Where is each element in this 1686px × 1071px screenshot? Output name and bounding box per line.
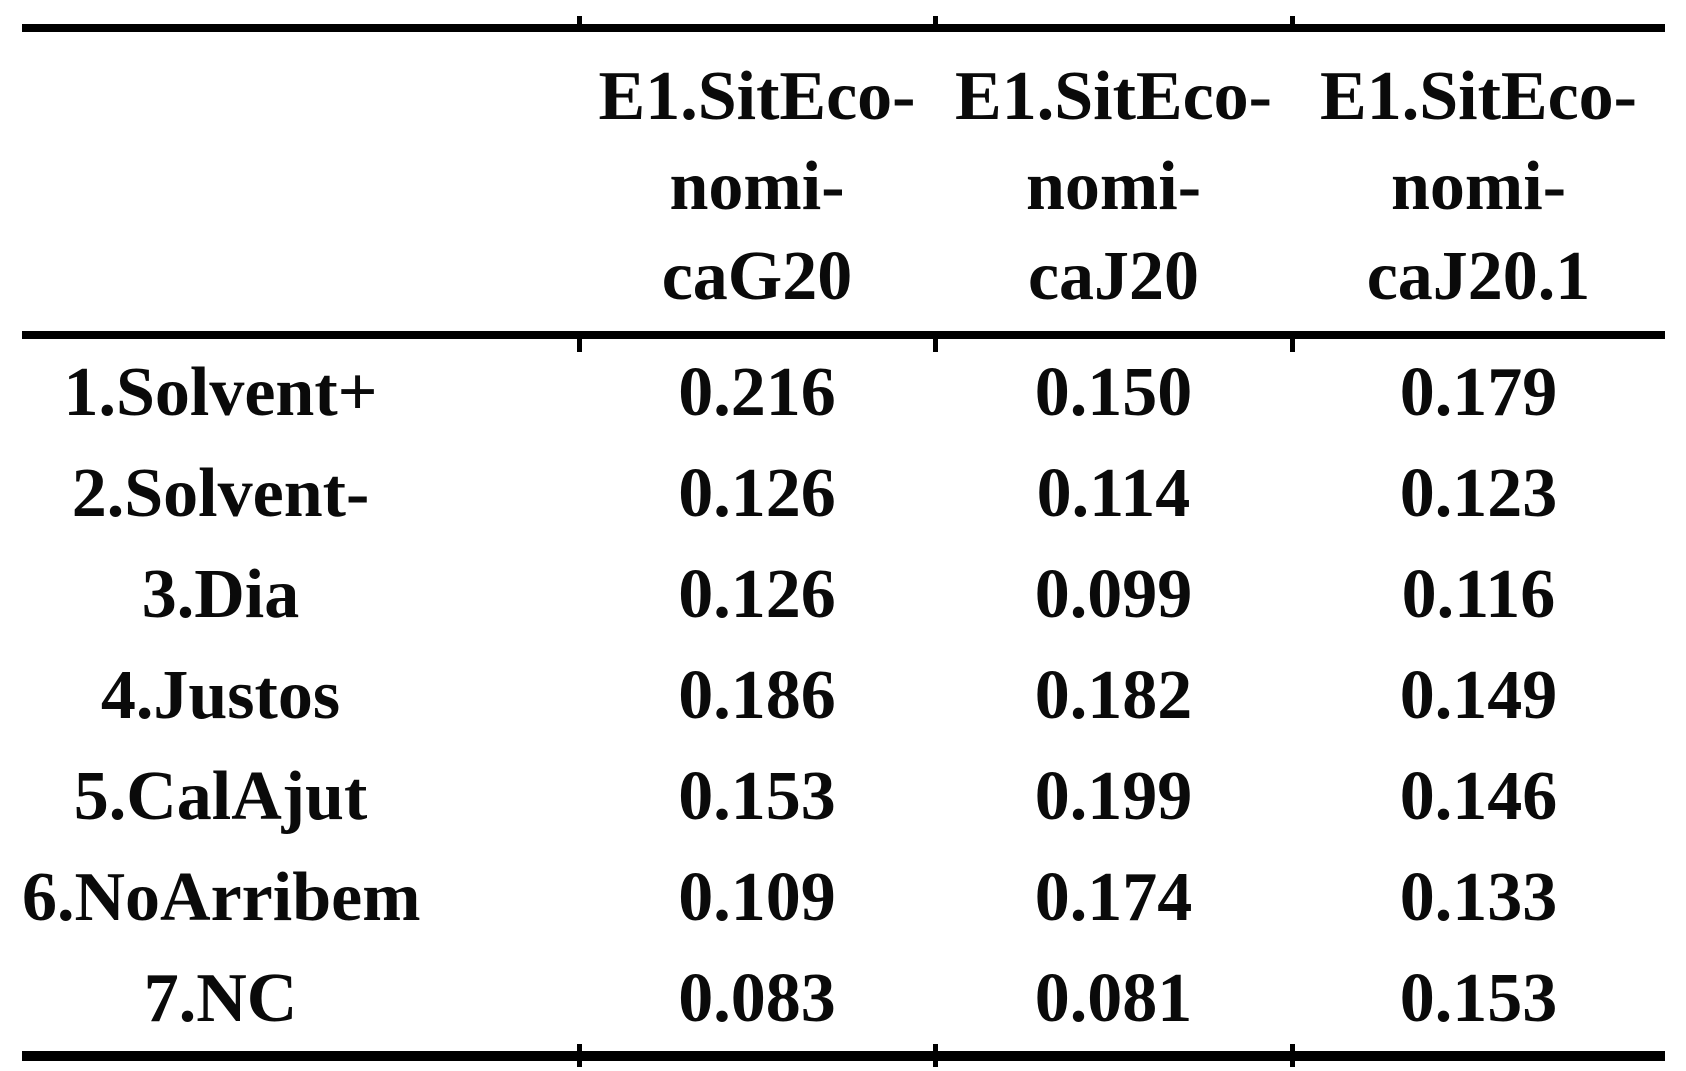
column-header-caJ20-1: E1.SitEco- nomi- caJ20.1 (1292, 32, 1665, 342)
table-row: 4.Justos 0.186 0.182 0.149 (22, 645, 1665, 746)
header-rule (22, 331, 1665, 339)
corner-cell (22, 32, 579, 342)
table-row: 5.CalAjut 0.153 0.199 0.146 (22, 746, 1665, 847)
table-row: 1.Solvent+ 0.216 0.150 0.179 (22, 342, 1665, 443)
table-row: 7.NC 0.083 0.081 0.153 (22, 948, 1665, 1049)
header-line: nomi- (1391, 148, 1566, 225)
cell-value: 0.126 (678, 454, 836, 532)
cell-value: 0.083 (678, 959, 836, 1037)
cell-value: 0.186 (678, 656, 836, 734)
column-divider-tick (577, 338, 582, 352)
column-divider-tick (933, 1044, 938, 1067)
header-line: E1.SitEco- (955, 58, 1272, 135)
header-row: E1.SitEco- nomi- caG20 E1.SitEco- nomi- … (22, 32, 1665, 342)
column-divider-tick (933, 16, 938, 25)
column-divider-tick (1290, 338, 1295, 352)
cell-value: 0.114 (1036, 454, 1191, 532)
table-row: 6.NoArribem 0.109 0.174 0.133 (22, 847, 1665, 948)
cell-value: 0.133 (1399, 858, 1558, 936)
cell-value: 0.126 (678, 555, 836, 633)
bottom-rule (22, 1051, 1665, 1061)
row-label: 3.Dia (141, 555, 300, 633)
header-line: E1.SitEco- (1320, 58, 1637, 135)
header-line: caJ20.1 (1366, 238, 1591, 315)
frequency-table: E1.SitEco- nomi- caG20 E1.SitEco- nomi- … (22, 32, 1665, 1049)
column-divider-tick (1290, 16, 1295, 25)
header-line: caG20 (661, 238, 853, 315)
column-header-caG20: E1.SitEco- nomi- caG20 (579, 32, 935, 342)
column-divider-tick (1290, 1044, 1295, 1067)
cell-value: 0.179 (1399, 353, 1558, 431)
header-line: nomi- (1026, 148, 1201, 225)
cell-value: 0.123 (1399, 454, 1558, 532)
cell-value: 0.199 (1034, 757, 1193, 835)
cell-value: 0.109 (678, 858, 836, 936)
cell-value: 0.216 (678, 353, 836, 431)
column-divider-tick (577, 1044, 582, 1067)
cell-value: 0.150 (1034, 353, 1193, 431)
table-row: 3.Dia 0.126 0.099 0.116 (22, 544, 1665, 645)
cell-value: 0.153 (1399, 959, 1558, 1037)
row-label: 6.NoArribem (22, 858, 421, 936)
column-header-caJ20: E1.SitEco- nomi- caJ20 (935, 32, 1292, 342)
cell-value: 0.174 (1034, 858, 1193, 936)
cell-value: 0.182 (1034, 656, 1193, 734)
cell-value: 0.153 (678, 757, 836, 835)
column-divider-tick (577, 16, 582, 25)
column-divider-tick (933, 338, 938, 352)
top-rule (22, 24, 1665, 32)
table-row: 2.Solvent- 0.126 0.114 0.123 (22, 443, 1665, 544)
cell-value: 0.149 (1399, 656, 1558, 734)
row-label: 1.Solvent+ (63, 353, 378, 431)
header-line: E1.SitEco- (598, 58, 916, 135)
cell-value: 0.116 (1401, 555, 1556, 633)
cell-value: 0.081 (1034, 959, 1193, 1037)
row-label: 7.NC (143, 959, 298, 1037)
header-line: caJ20 (1027, 238, 1200, 315)
row-label: 4.Justos (100, 656, 341, 734)
header-line: nomi- (669, 148, 845, 225)
cell-value: 0.146 (1399, 757, 1558, 835)
cell-value: 0.099 (1034, 555, 1193, 633)
row-label: 5.CalAjut (73, 757, 368, 835)
row-label: 2.Solvent- (71, 454, 370, 532)
